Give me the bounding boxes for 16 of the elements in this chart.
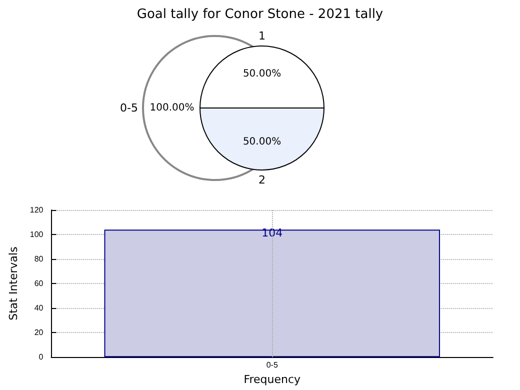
slice-label: 0-5 <box>120 102 138 114</box>
y-tick-label: 80 <box>34 254 44 264</box>
y-tick-label: 0 <box>38 352 44 362</box>
y-tick-label: 20 <box>34 328 44 338</box>
chart-title: Goal tally for Conor Stone - 2021 tally <box>136 7 384 22</box>
y-tick-label: 100 <box>30 230 44 240</box>
y-tick-label: 40 <box>34 304 44 313</box>
y-axis-title: Stat Intervals <box>7 246 20 320</box>
y-tick-label: 120 <box>30 206 44 214</box>
data-label: 100.00% <box>150 102 194 114</box>
x-axis-title: Frequency <box>244 373 302 386</box>
slice-label: 1 <box>258 30 266 42</box>
slice-label: 2 <box>258 174 266 186</box>
data-label: 50.00% <box>242 136 282 148</box>
data-label: 50.00% <box>242 68 282 80</box>
y-tick-label: 60 <box>34 279 44 288</box>
